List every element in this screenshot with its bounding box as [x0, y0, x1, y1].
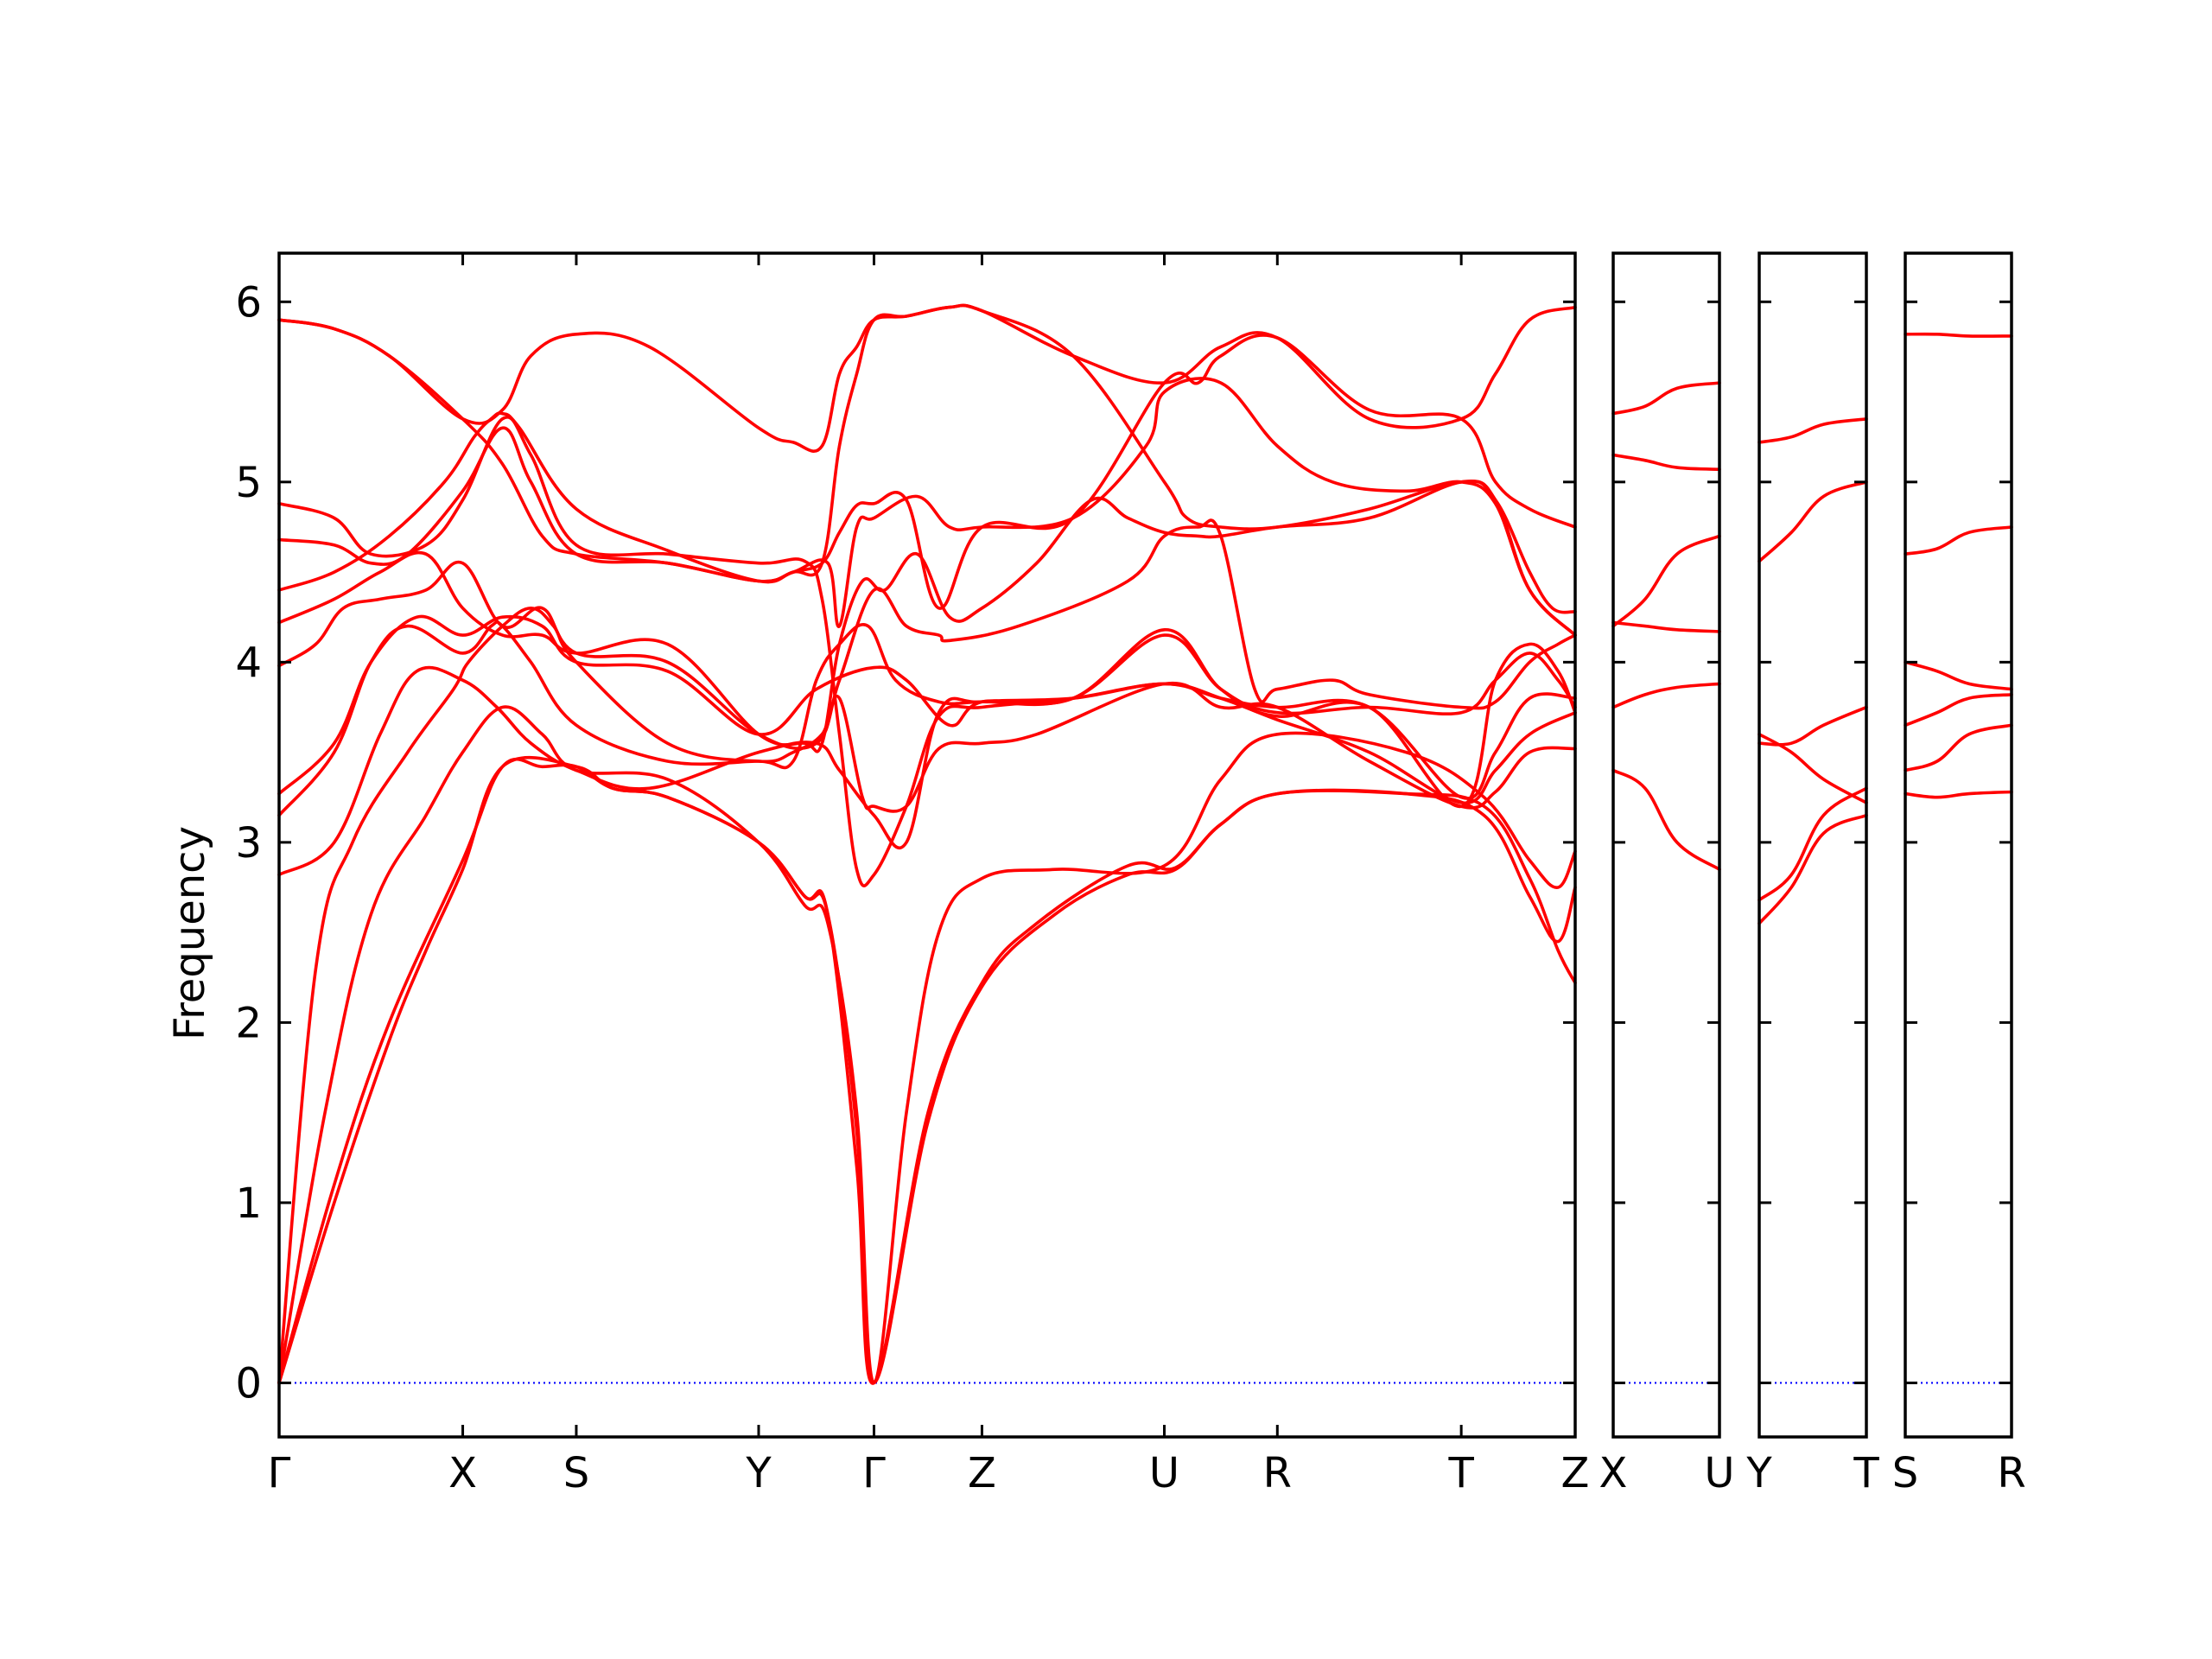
phonon-band-line: [277, 334, 1577, 610]
phonon-band-line: [1758, 480, 1868, 563]
phonon-band-line: [277, 614, 1577, 809]
x-tick-label: Z: [968, 1449, 996, 1497]
x-tick-label: R: [1997, 1449, 2025, 1497]
band-panel: 0 1 2 3 4 5 6 Γ X S Y Γ Z U R T Z: [235, 251, 1590, 1497]
phonon-band-line: [1611, 768, 1721, 871]
y-tick-label: 4: [235, 639, 262, 687]
panel-frame: [1758, 251, 1868, 1439]
phonon-band-line: [1611, 534, 1721, 628]
phonon-band-line: [1611, 453, 1721, 471]
x-tick-label: X: [448, 1449, 477, 1497]
x-tick-label: R: [1263, 1449, 1292, 1497]
phonon-band-line: [1758, 786, 1868, 902]
phonon-band-line: [1904, 525, 2013, 556]
phonon-band-line: [1904, 332, 2013, 338]
x-tick-label: S: [563, 1449, 589, 1497]
phonon-band-line: [1758, 705, 1868, 747]
phonon-band-line: [1758, 813, 1868, 925]
phonon-band-line: [1611, 620, 1721, 633]
x-tick-label: Y: [1745, 1449, 1772, 1497]
y-tick-label: 3: [235, 819, 262, 868]
phonon-band-line: [1758, 733, 1868, 804]
phonon-band-line: [277, 620, 1577, 817]
phonon-band-line: [1904, 660, 2013, 691]
x-tick-label: X: [1599, 1449, 1628, 1497]
phonon-band-line: [277, 480, 1577, 753]
y-axis-label: Frequency: [166, 826, 214, 1040]
x-tick-label: T: [1853, 1449, 1879, 1497]
phonon-band-line: [277, 607, 1577, 1385]
panel-frame: [1611, 251, 1721, 1439]
x-tick-label: Z: [1561, 1449, 1590, 1497]
y-tick-label: 1: [235, 1179, 262, 1228]
phonon-band-line: [1611, 381, 1721, 416]
y-tick-label: 5: [235, 459, 262, 507]
x-tick-label: T: [1447, 1449, 1474, 1497]
x-tick-label: Γ: [862, 1449, 886, 1497]
y-tick-label: 2: [235, 999, 262, 1047]
y-tick-label: 6: [235, 278, 262, 327]
phonon-band-line: [277, 755, 1577, 1385]
x-tick-label: S: [1892, 1449, 1918, 1497]
phonon-band-line: [1611, 682, 1721, 709]
phonon-band-line: [277, 757, 1577, 1385]
phonon-band-line: [277, 416, 1577, 887]
phonon-band-line: [1904, 693, 2013, 728]
phonon-band-line: [277, 303, 1577, 453]
x-tick-label: Γ: [268, 1449, 291, 1497]
y-tick-label: 0: [235, 1359, 262, 1408]
phonon-band-line: [1904, 723, 2013, 772]
x-tick-label: U: [1149, 1449, 1179, 1497]
panel-frame: [277, 251, 1577, 1439]
phonon-band-line: [277, 518, 1577, 751]
panel-frame: [1904, 251, 2013, 1439]
phonon-band-line: [277, 705, 1577, 1385]
phonon-band-line: [1904, 790, 2013, 799]
x-tick-label: U: [1704, 1449, 1734, 1497]
phonon-band-line: [1758, 417, 1868, 444]
x-tick-label: Y: [745, 1449, 772, 1497]
